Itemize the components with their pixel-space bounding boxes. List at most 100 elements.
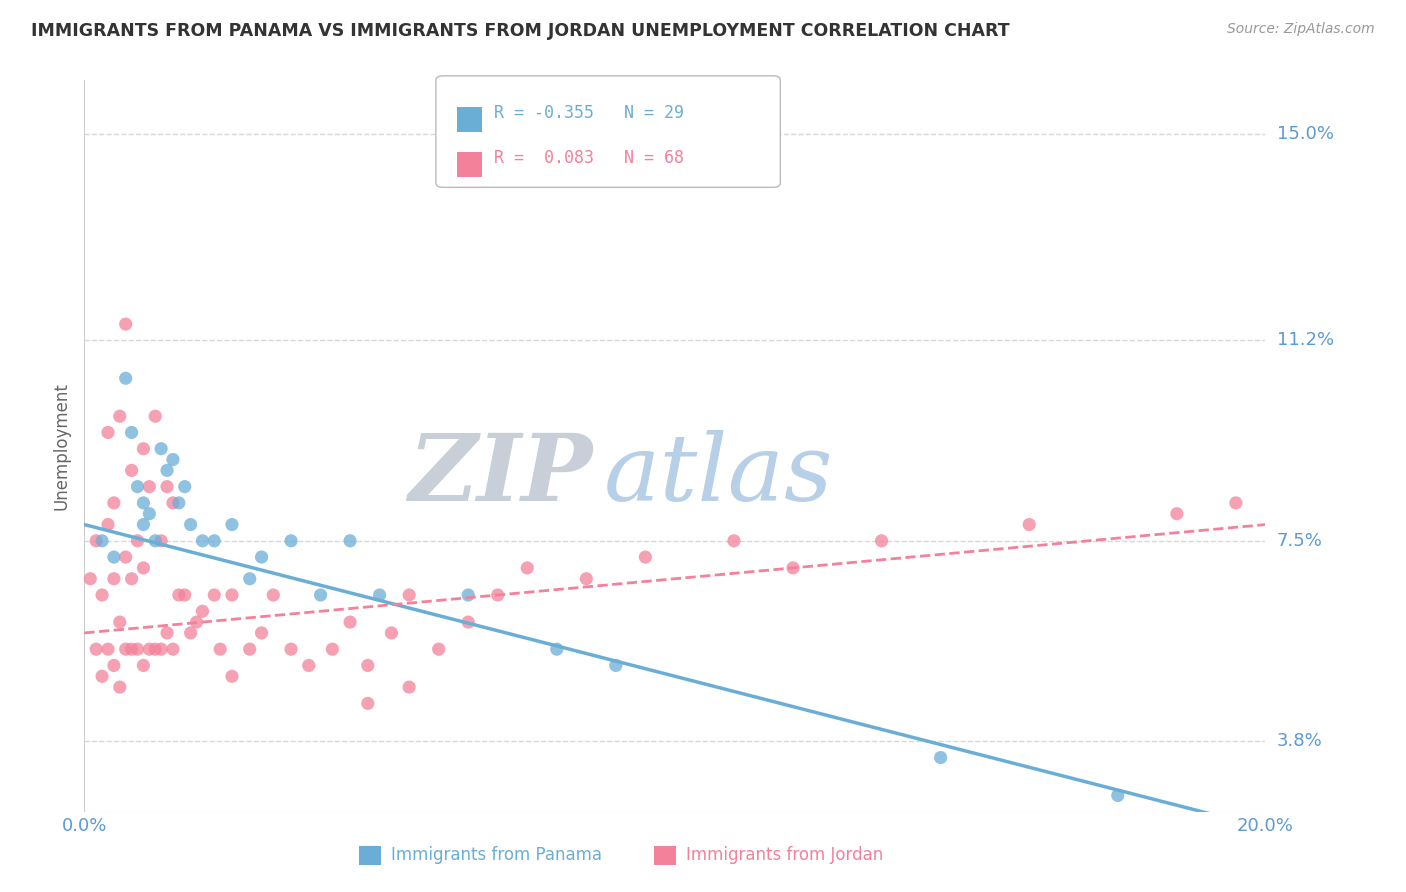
Text: 3.8%: 3.8% [1277, 732, 1322, 750]
Point [138, 507, 160, 521]
Y-axis label: Unemployment: Unemployment [52, 382, 70, 510]
Point [239, 642, 262, 657]
Point [103, 550, 125, 565]
Point [162, 642, 184, 657]
Point [150, 442, 173, 456]
Point [380, 626, 402, 640]
Point [150, 533, 173, 548]
Point [202, 533, 225, 548]
Point [132, 442, 155, 456]
Point [103, 572, 125, 586]
Point [84, 642, 107, 657]
Point [132, 496, 155, 510]
Text: R = -0.355   N = 29: R = -0.355 N = 29 [494, 104, 683, 122]
Point [239, 572, 262, 586]
Point [91, 669, 114, 683]
Point [84, 533, 107, 548]
Point [108, 680, 131, 694]
Point [280, 642, 302, 657]
Point [180, 626, 202, 640]
Point [457, 588, 479, 602]
Point [156, 626, 179, 640]
Point [132, 517, 155, 532]
Point [121, 425, 143, 440]
Point [97, 425, 120, 440]
Point [398, 680, 420, 694]
Point [156, 480, 179, 494]
Point [132, 561, 155, 575]
Point [91, 533, 114, 548]
Point [782, 561, 804, 575]
Point [339, 533, 361, 548]
Point [398, 588, 420, 602]
Point [127, 480, 149, 494]
Text: Immigrants from Panama: Immigrants from Panama [391, 847, 602, 864]
Point [339, 615, 361, 629]
Point [173, 588, 195, 602]
Point [186, 615, 208, 629]
Point [114, 371, 136, 385]
Point [191, 604, 214, 618]
Point [221, 588, 243, 602]
Point [97, 517, 120, 532]
Point [121, 572, 143, 586]
Point [108, 409, 131, 424]
Point [114, 642, 136, 657]
Point [162, 496, 184, 510]
Point [298, 658, 321, 673]
Point [221, 669, 243, 683]
Point [546, 642, 568, 657]
Point [91, 588, 114, 602]
Point [191, 533, 214, 548]
Text: Immigrants from Jordan: Immigrants from Jordan [686, 847, 883, 864]
Point [103, 658, 125, 673]
Point [143, 642, 166, 657]
Point [108, 615, 131, 629]
Point [357, 658, 380, 673]
Point [309, 588, 332, 602]
Point [870, 533, 893, 548]
Point [138, 642, 160, 657]
Point [457, 615, 479, 629]
Point [516, 561, 538, 575]
Point [427, 642, 450, 657]
Point [132, 658, 155, 673]
Point [127, 533, 149, 548]
Point [1225, 496, 1247, 510]
Text: ZIP: ZIP [408, 430, 592, 520]
Point [156, 463, 179, 477]
Text: 15.0%: 15.0% [1277, 126, 1333, 144]
Point [97, 642, 120, 657]
Point [103, 496, 125, 510]
Point [121, 463, 143, 477]
Point [127, 642, 149, 657]
Point [180, 517, 202, 532]
Point [1166, 507, 1188, 521]
Point [357, 697, 380, 711]
Text: Source: ZipAtlas.com: Source: ZipAtlas.com [1227, 22, 1375, 37]
Point [605, 658, 627, 673]
Point [221, 517, 243, 532]
Point [262, 588, 284, 602]
Point [1107, 789, 1129, 803]
Point [575, 572, 598, 586]
Point [209, 642, 232, 657]
Point [929, 750, 952, 764]
Point [723, 533, 745, 548]
Point [280, 533, 302, 548]
Text: 7.5%: 7.5% [1277, 532, 1323, 549]
Point [173, 480, 195, 494]
Text: atlas: atlas [605, 430, 834, 520]
Point [167, 588, 190, 602]
Point [150, 642, 173, 657]
Point [250, 550, 273, 565]
Point [1018, 517, 1040, 532]
Point [368, 588, 391, 602]
Point [250, 626, 273, 640]
Text: IMMIGRANTS FROM PANAMA VS IMMIGRANTS FROM JORDAN UNEMPLOYMENT CORRELATION CHART: IMMIGRANTS FROM PANAMA VS IMMIGRANTS FRO… [31, 22, 1010, 40]
Text: R =  0.083   N = 68: R = 0.083 N = 68 [494, 149, 683, 167]
Point [162, 452, 184, 467]
Point [143, 409, 166, 424]
Point [202, 588, 225, 602]
Point [114, 317, 136, 331]
